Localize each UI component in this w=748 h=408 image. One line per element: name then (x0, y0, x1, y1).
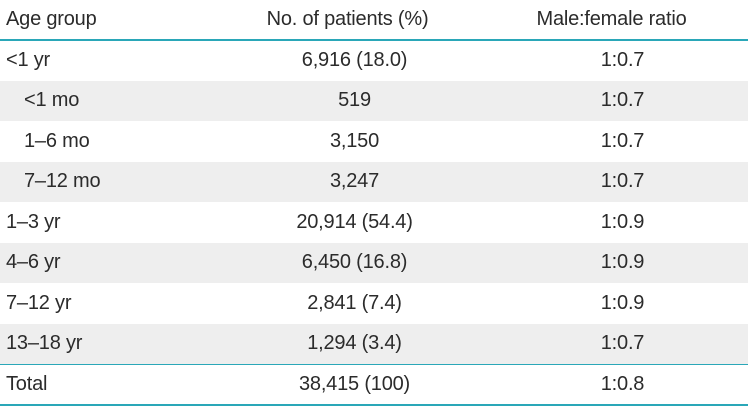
cell-patients: 20,914 (54.4) (296, 210, 413, 233)
cell-age-group: Total (0, 363, 220, 406)
table-row: 1–6 mo 3,150 1:0.7 (0, 121, 748, 162)
cell-age-group: <1 yr (6, 49, 51, 72)
cell-age-group: <1 mo (24, 89, 80, 112)
table-row: 13–18 yr 1,294 (3.4) 1:0.7 (0, 323, 748, 364)
cell-age-group: 13–18 yr (6, 332, 83, 354)
cell-age-group: 1–6 mo (24, 129, 90, 152)
cell-ratio: 1:0.7 (600, 332, 645, 354)
cell-ratio: 1:0.7 (600, 170, 645, 193)
table-row: 1–3 yr 20,914 (54.4) 1:0.9 (0, 202, 748, 243)
cell-patients: 3,150 (329, 129, 380, 152)
table-body: <1 yr 6,916 (18.0) 1:0.7 <1 mo 519 1:0.7… (0, 40, 748, 406)
header-age-group: Age group (0, 0, 220, 41)
table-row: <1 mo 519 1:0.7 (0, 80, 748, 121)
cell-ratio: 1:0.9 (600, 210, 645, 233)
cell-patients: 6,450 (16.8) (301, 251, 408, 274)
cell-ratio: 1:0.8 (475, 363, 748, 406)
cell-patients: 2,841 (7.4) (307, 291, 402, 314)
cell-ratio: 1:0.7 (600, 129, 645, 152)
cell-age-group: 4–6 yr (6, 251, 61, 274)
cell-age-group: 7–12 mo (24, 170, 101, 193)
table-total-row: Total 38,415 (100) 1:0.8 (0, 363, 748, 406)
cell-ratio: 1:0.7 (600, 89, 645, 112)
cell-patients: 3,247 (329, 170, 380, 193)
header-ratio: Male:female ratio (475, 0, 748, 41)
cell-patients: 1,294 (3.4) (307, 332, 402, 354)
table-row: 7–12 mo 3,247 1:0.7 (0, 161, 748, 202)
table-header: Age group No. of patients (%) Male:femal… (0, 0, 748, 41)
header-row: Age group No. of patients (%) Male:femal… (0, 0, 748, 41)
cell-patients: 519 (338, 89, 371, 112)
table-row: <1 yr 6,916 (18.0) 1:0.7 (0, 40, 748, 81)
cell-patients: 38,415 (100) (220, 363, 475, 406)
table-row: 4–6 yr 6,450 (16.8) 1:0.9 (0, 242, 748, 283)
cell-ratio: 1:0.7 (600, 49, 645, 72)
cell-ratio: 1:0.9 (600, 251, 645, 274)
cell-age-group: 1–3 yr (6, 210, 61, 233)
table-row: 7–12 yr 2,841 (7.4) 1:0.9 (0, 283, 748, 324)
cell-ratio: 1:0.9 (600, 291, 645, 314)
header-patients: No. of patients (%) (220, 0, 475, 41)
cell-patients: 6,916 (18.0) (301, 49, 408, 72)
cell-age-group: 7–12 yr (6, 291, 72, 314)
